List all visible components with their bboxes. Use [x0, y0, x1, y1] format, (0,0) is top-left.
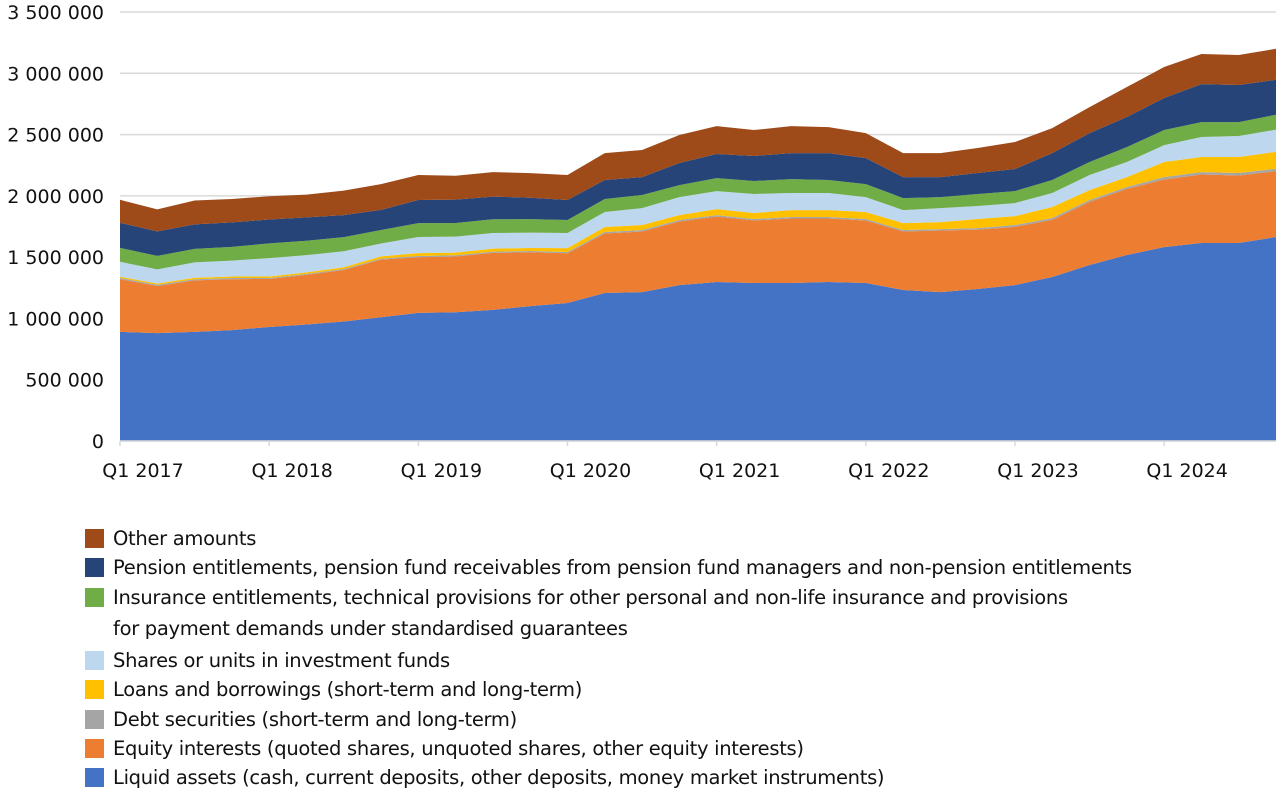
legend-label: Loans and borrowings (short-term and lon… — [113, 678, 583, 702]
y-tick-label: 1 500 000 — [7, 247, 104, 269]
legend-item-equity: Equity interests (quoted shares, unquote… — [85, 734, 1280, 763]
x-tick-label: Q1 2017 — [102, 460, 183, 482]
legend-label: Shares or units in investment funds — [113, 649, 450, 673]
series-areas — [120, 48, 1276, 441]
legend-item-liquid-assets: Liquid assets (cash, current deposits, o… — [85, 763, 1280, 792]
legend-item-pension: Pension entitlements, pension fund recei… — [85, 553, 1280, 582]
legend-label: Insurance entitlements, technical provis… — [113, 585, 1068, 609]
y-tick-label: 3 000 000 — [7, 63, 104, 85]
legend-label: Other amounts — [113, 527, 257, 550]
legend-swatch — [85, 709, 104, 729]
y-tick-label: 2 500 000 — [7, 125, 104, 147]
y-axis: 0 500 000 1 000 000 1 500 000 2 000 000 2 500… — [7, 2, 104, 453]
legend-label-continued: for payment demands under standardised g… — [113, 616, 628, 640]
legend-item-loans: Loans and borrowings (short-term and lon… — [85, 675, 1280, 704]
legend-item-other-amounts: Other amounts — [85, 524, 1280, 553]
legend-swatch — [85, 680, 104, 700]
area-series-3 — [120, 151, 1276, 285]
x-tick-label: Q1 2022 — [848, 460, 929, 482]
x-tick-label: Q1 2024 — [1146, 460, 1227, 482]
y-tick-label: 0 — [92, 431, 104, 453]
legend-swatch — [85, 768, 104, 788]
legend-label: Liquid assets (cash, current deposits, o… — [113, 766, 885, 790]
y-tick-label: 3 500 000 — [7, 2, 104, 24]
legend-item-insurance: Insurance entitlements, technical provis… — [85, 583, 1280, 644]
area-series-7 — [120, 48, 1276, 232]
y-tick-label: 1 000 000 — [7, 308, 104, 330]
legend-swatch — [85, 651, 104, 671]
area-series-1 — [120, 171, 1276, 334]
x-tick-label: Q1 2023 — [997, 460, 1078, 482]
legend-swatch — [85, 587, 104, 607]
legend-swatch — [85, 739, 104, 759]
legend: Other amounts Pension entitlements, pens… — [85, 524, 1280, 793]
legend-swatch — [85, 529, 104, 548]
y-tick-label: 500 000 — [25, 370, 104, 392]
area-series-4 — [120, 129, 1276, 284]
legend-item-debt-securities: Debt securities (short-term and long-ter… — [85, 705, 1280, 734]
x-axis: Q1 2017 Q1 2018 Q1 2019 Q1 2020 Q1 2021 Q1 20… — [102, 440, 1276, 482]
legend-swatch — [85, 558, 104, 578]
x-tick-label: Q1 2019 — [401, 460, 482, 482]
legend-label: Pension entitlements, pension fund recei… — [113, 556, 1132, 580]
x-tick-label: Q1 2021 — [699, 460, 780, 482]
area-series-6 — [120, 79, 1276, 256]
area-series-0 — [120, 237, 1276, 441]
legend-item-investment-funds: Shares or units in investment funds — [85, 646, 1280, 675]
stacked-area-chart: 0 500 000 1 000 000 1 500 000 2 000 000 2 500… — [7, 2, 1276, 482]
legend-label: Debt securities (short-term and long-ter… — [113, 707, 517, 731]
area-series-5 — [120, 114, 1276, 270]
y-tick-label: 2 000 000 — [7, 186, 104, 208]
x-tick-label: Q1 2020 — [550, 460, 631, 482]
legend-label: Equity interests (quoted shares, unquote… — [113, 737, 804, 761]
x-tick-label: Q1 2018 — [251, 460, 332, 482]
